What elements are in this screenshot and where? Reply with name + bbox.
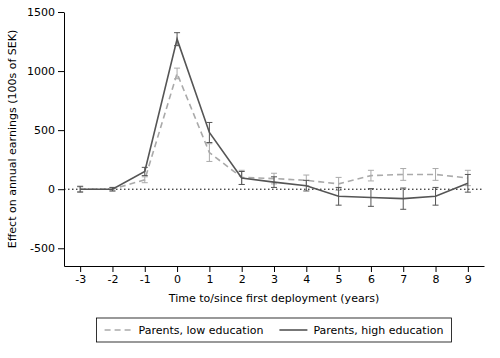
tick: 0: [174, 266, 181, 286]
tick: 1500: [27, 6, 64, 19]
y-axis: -500 0 500 1000 1500: [27, 6, 65, 266]
tick: -500: [30, 242, 64, 255]
tick: 8: [433, 266, 440, 286]
tick: 7: [400, 266, 407, 286]
tick: 6: [368, 266, 375, 286]
series-line: [80, 73, 468, 189]
legend-item: Parents, low education: [105, 324, 264, 337]
tick: -1: [140, 266, 151, 286]
tick-mark: [274, 266, 275, 272]
tick-mark: [145, 266, 146, 272]
tick-mark: [371, 266, 372, 272]
tick-mark: [112, 266, 113, 272]
tick-label: 5: [336, 273, 343, 286]
tick-mark: [58, 248, 64, 249]
series: [77, 68, 471, 191]
series-line: [80, 39, 468, 198]
tick-mark: [209, 266, 210, 272]
tick-label: -500: [30, 242, 55, 255]
tick-label: 500: [34, 124, 55, 137]
legend-swatch: [279, 329, 307, 331]
legend-swatch: [105, 329, 133, 331]
tick-label: 4: [303, 273, 310, 286]
tick-mark: [339, 266, 340, 272]
tick-label: 1: [206, 273, 213, 286]
legend-label: Parents, low education: [139, 324, 264, 337]
x-axis: -3 -2 -1 0 1 2 3 4 5 6 7 8 9: [65, 266, 485, 286]
tick-label: 7: [400, 273, 407, 286]
tick-mark: [58, 12, 64, 13]
tick-mark: [468, 266, 469, 272]
tick-label: 0: [174, 273, 181, 286]
tick-label: -3: [75, 273, 86, 286]
plot-area: [64, 33, 484, 210]
tick: 1000: [27, 65, 64, 78]
tick-label: 2: [239, 273, 246, 286]
tick: 2: [239, 266, 246, 286]
tick-label: -2: [107, 273, 118, 286]
tick-label: 1000: [27, 65, 55, 78]
legend-label: Parents, high education: [313, 324, 443, 337]
axis-domain: [64, 13, 65, 267]
tick-mark: [436, 266, 437, 272]
y-axis-title: Effect on annual earnings (100s of SEK): [6, 30, 19, 248]
reference-line: [64, 189, 484, 190]
tick-mark: [306, 266, 307, 272]
tick: -3: [75, 266, 86, 286]
x-axis-title: Time to/since first deployment (years): [168, 292, 379, 305]
tick-mark: [177, 266, 178, 272]
tick: 4: [303, 266, 310, 286]
tick-label: 1500: [27, 6, 55, 19]
tick: 3: [271, 266, 278, 286]
tick-label: 8: [433, 273, 440, 286]
tick-mark: [58, 71, 64, 72]
tick: -2: [107, 266, 118, 286]
legend-frame: [97, 318, 452, 342]
tick-label: 6: [368, 273, 375, 286]
tick: 500: [34, 124, 64, 137]
chart: -3 -2 -1 0 1 2 3 4 5 6 7 8 9 -500 0 500 1000 1500 Time to/…: [0, 0, 500, 358]
tick-mark: [403, 266, 404, 272]
tick-mark: [80, 266, 81, 272]
tick-label: 0: [48, 183, 55, 196]
series: [77, 33, 471, 210]
tick-label: -1: [140, 273, 151, 286]
legend: Parents, low education Parents, high educ…: [97, 318, 452, 342]
tick-mark: [58, 189, 64, 190]
tick: 5: [336, 266, 343, 286]
tick: 1: [206, 266, 213, 286]
tick: 9: [465, 266, 472, 286]
tick-mark: [58, 130, 64, 131]
tick-label: 9: [465, 273, 472, 286]
tick: 0: [48, 183, 64, 196]
legend-item: Parents, high education: [279, 324, 443, 337]
tick-mark: [242, 266, 243, 272]
tick-label: 3: [271, 273, 278, 286]
